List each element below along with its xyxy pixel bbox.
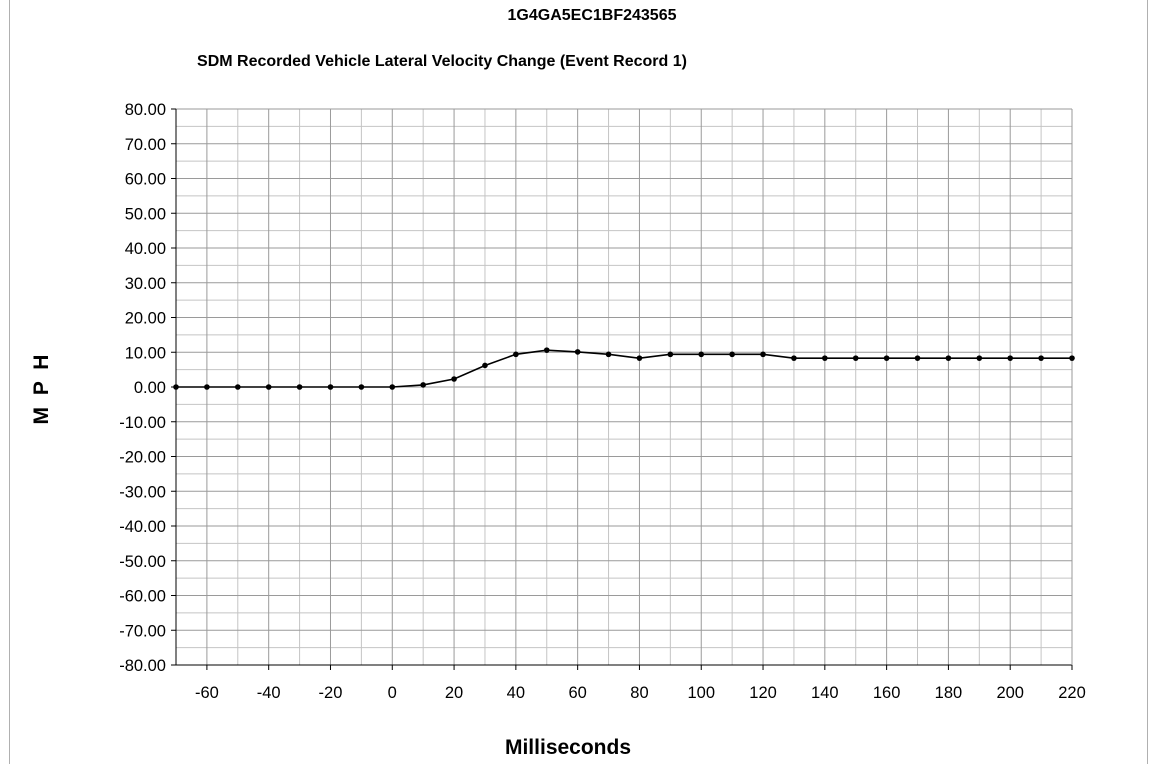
data-point xyxy=(482,362,488,369)
x-tick-label: 80 xyxy=(630,684,648,702)
chart-title: 1G4GA5EC1BF243565 xyxy=(508,7,677,24)
y-tick-label: 80.00 xyxy=(125,101,166,119)
y-tick-label: 0.00 xyxy=(134,379,166,397)
x-tick-label: 160 xyxy=(873,684,901,702)
data-point xyxy=(822,355,828,361)
data-point xyxy=(852,355,859,361)
y-tick-label: -60.00 xyxy=(119,588,166,606)
chart-frame xyxy=(9,0,1148,764)
data-point xyxy=(1069,355,1075,361)
y-tick-label: 40.00 xyxy=(125,240,166,258)
x-tick-label: 40 xyxy=(507,684,525,702)
minor-gridlines xyxy=(176,109,1072,665)
data-point xyxy=(513,351,519,358)
x-tick-label: 140 xyxy=(811,684,839,702)
y-tick-label: 30.00 xyxy=(125,275,166,293)
data-point xyxy=(698,351,705,358)
data-point xyxy=(420,382,426,388)
x-tick-labels: -60 -40 -20 0 20 40 60 80 100 120 140 160 180 200 220 xyxy=(195,684,1086,702)
data-point xyxy=(296,384,303,390)
data-point xyxy=(234,384,241,390)
series-layer xyxy=(173,347,1075,390)
x-tick-label: -40 xyxy=(257,684,281,702)
data-point xyxy=(543,347,550,353)
x-tick-label: -20 xyxy=(319,684,343,702)
y-tick-label: -40.00 xyxy=(119,518,166,536)
data-point xyxy=(265,384,272,390)
y-tick-label: -80.00 xyxy=(119,657,166,675)
x-tick-label: 0 xyxy=(388,684,397,702)
series-line xyxy=(176,349,1072,388)
chart-subtitle: SDM Recorded Vehicle Lateral Velocity Ch… xyxy=(197,53,687,70)
x-axis-label: Milliseconds xyxy=(505,736,631,759)
x-tick-label: 220 xyxy=(1058,684,1086,702)
x-tick-label: 120 xyxy=(749,684,777,702)
x-tick-label: 20 xyxy=(445,684,463,702)
y-axis-label: M P H xyxy=(30,352,53,425)
y-tick-label: -30.00 xyxy=(119,483,166,501)
x-tick-label: 200 xyxy=(996,684,1024,702)
data-point xyxy=(883,355,890,361)
data-point xyxy=(945,355,952,361)
data-point xyxy=(327,384,334,390)
data-point xyxy=(636,355,643,361)
y-tick-label: 60.00 xyxy=(125,171,166,189)
data-point xyxy=(914,355,921,361)
y-tick-label: -50.00 xyxy=(119,553,166,571)
data-point xyxy=(451,376,457,382)
axes xyxy=(171,108,1073,670)
data-point xyxy=(173,384,179,390)
data-point xyxy=(791,355,797,361)
y-tick-label: 20.00 xyxy=(125,310,166,328)
y-tick-labels: 80.00 70.00 60.00 50.00 40.00 30.00 20.00 10.00… xyxy=(119,101,166,675)
data-point xyxy=(389,384,396,390)
data-point xyxy=(358,384,365,390)
data-point xyxy=(1038,355,1044,361)
data-point xyxy=(667,351,674,358)
x-tick-label: 180 xyxy=(935,684,963,702)
data-point xyxy=(1007,355,1014,361)
data-point xyxy=(605,351,612,358)
y-tick-label: 10.00 xyxy=(125,344,166,362)
x-tick-label: -60 xyxy=(195,684,219,702)
y-tick-label: -10.00 xyxy=(119,414,166,432)
data-point xyxy=(729,351,735,358)
y-tick-label: -20.00 xyxy=(119,449,166,467)
data-point xyxy=(204,384,210,390)
x-tick-label: 100 xyxy=(687,684,715,702)
y-tick-label: 70.00 xyxy=(125,136,166,154)
data-point xyxy=(574,349,581,355)
x-tick-label: 60 xyxy=(568,684,586,702)
data-point xyxy=(976,355,983,361)
y-tick-label: 50.00 xyxy=(125,205,166,223)
y-tick-label: -70.00 xyxy=(119,622,166,640)
data-point xyxy=(760,351,766,358)
